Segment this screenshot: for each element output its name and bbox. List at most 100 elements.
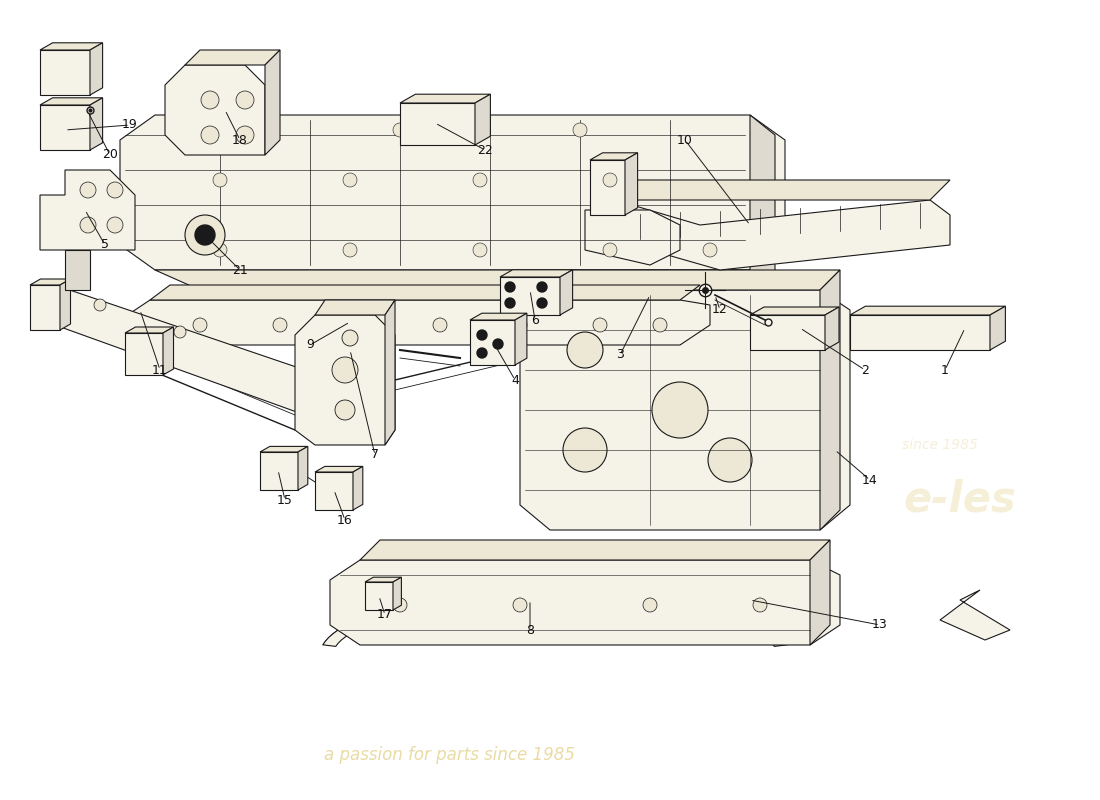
Circle shape [653, 318, 667, 332]
Polygon shape [520, 290, 850, 530]
Polygon shape [585, 210, 680, 265]
Polygon shape [850, 306, 1005, 315]
Polygon shape [750, 315, 825, 350]
Polygon shape [400, 103, 475, 145]
Circle shape [505, 282, 515, 292]
Polygon shape [590, 160, 625, 215]
Polygon shape [360, 540, 830, 560]
Polygon shape [625, 153, 638, 215]
Circle shape [343, 173, 358, 187]
Polygon shape [125, 333, 163, 375]
Text: 17: 17 [377, 609, 393, 622]
Polygon shape [353, 466, 363, 510]
Circle shape [174, 326, 186, 338]
Polygon shape [615, 200, 950, 270]
Circle shape [473, 173, 487, 187]
Polygon shape [163, 327, 174, 375]
Text: 20: 20 [102, 149, 118, 162]
Circle shape [493, 339, 503, 349]
Polygon shape [393, 578, 402, 610]
Polygon shape [120, 300, 710, 345]
Circle shape [573, 123, 587, 137]
Circle shape [80, 217, 96, 233]
Polygon shape [30, 279, 70, 285]
Text: 5: 5 [101, 238, 109, 251]
Polygon shape [150, 285, 700, 300]
Text: 10: 10 [678, 134, 693, 146]
Polygon shape [65, 250, 90, 290]
Circle shape [563, 428, 607, 472]
Text: 19: 19 [122, 118, 138, 131]
Circle shape [332, 357, 358, 383]
Circle shape [342, 330, 358, 346]
Text: 8: 8 [526, 623, 534, 637]
Polygon shape [315, 472, 353, 510]
Circle shape [201, 91, 219, 109]
Polygon shape [155, 270, 776, 290]
Polygon shape [500, 270, 573, 277]
Polygon shape [265, 50, 280, 155]
Circle shape [393, 123, 407, 137]
Circle shape [603, 173, 617, 187]
Circle shape [477, 348, 487, 358]
Polygon shape [260, 452, 298, 490]
Polygon shape [120, 115, 785, 270]
Circle shape [473, 243, 487, 257]
Circle shape [336, 400, 355, 420]
Polygon shape [590, 153, 638, 160]
Polygon shape [40, 42, 102, 50]
Polygon shape [315, 466, 363, 472]
Polygon shape [60, 279, 70, 330]
Circle shape [185, 215, 226, 255]
Circle shape [80, 182, 96, 198]
Polygon shape [40, 105, 90, 150]
Polygon shape [323, 590, 788, 646]
Text: 13: 13 [872, 618, 888, 631]
Circle shape [393, 598, 407, 612]
Circle shape [107, 182, 123, 198]
Polygon shape [500, 277, 560, 315]
Text: a passion for parts since 1985: a passion for parts since 1985 [324, 746, 575, 764]
Polygon shape [750, 115, 776, 290]
Text: 4: 4 [512, 374, 519, 386]
Polygon shape [990, 306, 1005, 350]
Circle shape [537, 282, 547, 292]
Polygon shape [615, 180, 950, 200]
Polygon shape [515, 314, 527, 365]
Circle shape [201, 126, 219, 144]
Circle shape [513, 318, 527, 332]
Polygon shape [298, 446, 308, 490]
Polygon shape [825, 307, 839, 350]
Polygon shape [400, 94, 491, 103]
Circle shape [343, 243, 358, 257]
Text: 16: 16 [337, 514, 353, 526]
Circle shape [652, 382, 708, 438]
Text: 3: 3 [616, 349, 624, 362]
Polygon shape [90, 42, 102, 95]
Polygon shape [260, 446, 308, 452]
Polygon shape [40, 50, 90, 95]
Polygon shape [40, 98, 102, 105]
Polygon shape [315, 300, 395, 315]
Polygon shape [165, 65, 265, 155]
Circle shape [505, 298, 515, 308]
Circle shape [107, 217, 123, 233]
Text: 6: 6 [531, 314, 539, 326]
Polygon shape [940, 590, 1010, 640]
Circle shape [213, 243, 227, 257]
Polygon shape [385, 300, 395, 445]
Polygon shape [560, 270, 573, 315]
Circle shape [94, 299, 106, 311]
Circle shape [603, 243, 617, 257]
Circle shape [644, 598, 657, 612]
Polygon shape [550, 270, 840, 290]
Polygon shape [470, 320, 515, 365]
Circle shape [273, 318, 287, 332]
Text: 2: 2 [861, 363, 869, 377]
Text: 12: 12 [712, 303, 728, 317]
Circle shape [593, 318, 607, 332]
Text: since 1985: since 1985 [902, 438, 978, 452]
Text: 22: 22 [477, 143, 493, 157]
Circle shape [213, 173, 227, 187]
Circle shape [433, 318, 447, 332]
